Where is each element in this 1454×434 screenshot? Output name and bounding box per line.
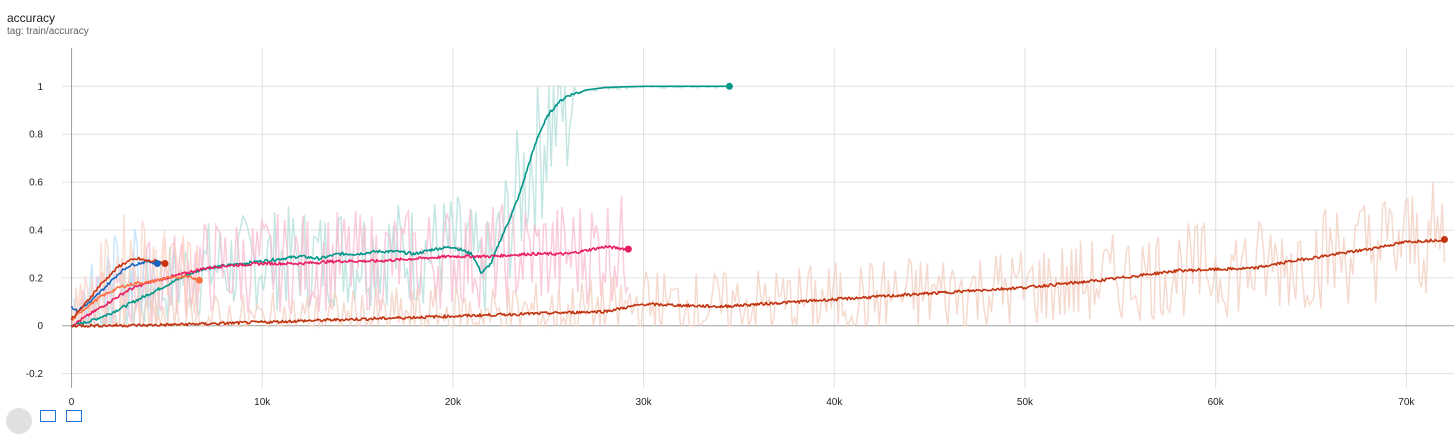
x-tick-label: 60k [1208, 397, 1225, 408]
y-tick-label: -0.2 [26, 369, 44, 380]
chart-tag: tag: train/accuracy [7, 26, 89, 37]
y-tick-label: 0.2 [29, 273, 43, 284]
series-end-point[interactable] [1440, 236, 1448, 244]
series-line[interactable] [71, 85, 730, 328]
series-end-point[interactable] [161, 259, 169, 267]
fit-domain-icon[interactable] [6, 408, 32, 434]
x-tick-label: 0 [69, 397, 75, 408]
series-line[interactable] [71, 274, 200, 322]
x-tick-label: 70k [1398, 397, 1415, 408]
series-line[interactable] [70, 238, 1446, 328]
series-end-point[interactable] [725, 82, 733, 90]
y-tick-label: 0.4 [29, 225, 43, 236]
x-tick-label: 40k [826, 397, 843, 408]
series-end-point[interactable] [153, 259, 161, 267]
y-tick-label: 1 [37, 82, 43, 93]
expand-icon[interactable] [40, 410, 56, 422]
series-end-point[interactable] [195, 276, 203, 284]
chart-title: accuracy [7, 11, 56, 25]
x-tick-label: 30k [636, 397, 653, 408]
series-line[interactable] [70, 256, 166, 321]
series-raw-line [70, 195, 629, 328]
series-end-point[interactable] [624, 245, 632, 253]
series-line[interactable] [70, 259, 158, 314]
series-raw-line [70, 85, 730, 328]
x-tick-label: 10k [254, 397, 271, 408]
y-tick-label: 0.6 [29, 178, 43, 189]
x-tick-label: 50k [1017, 397, 1034, 408]
accuracy-chart: 0 10k 20k 30k 40k 50k 60k 70k -0.2 0 0.2 0.4 0.6 0.8 1 [26, 48, 1454, 408]
y-tick-label: 0 [37, 321, 43, 332]
log-scale-icon[interactable] [66, 410, 82, 422]
x-tick-label: 20k [445, 397, 462, 408]
y-tick-label: 0.8 [29, 130, 43, 141]
